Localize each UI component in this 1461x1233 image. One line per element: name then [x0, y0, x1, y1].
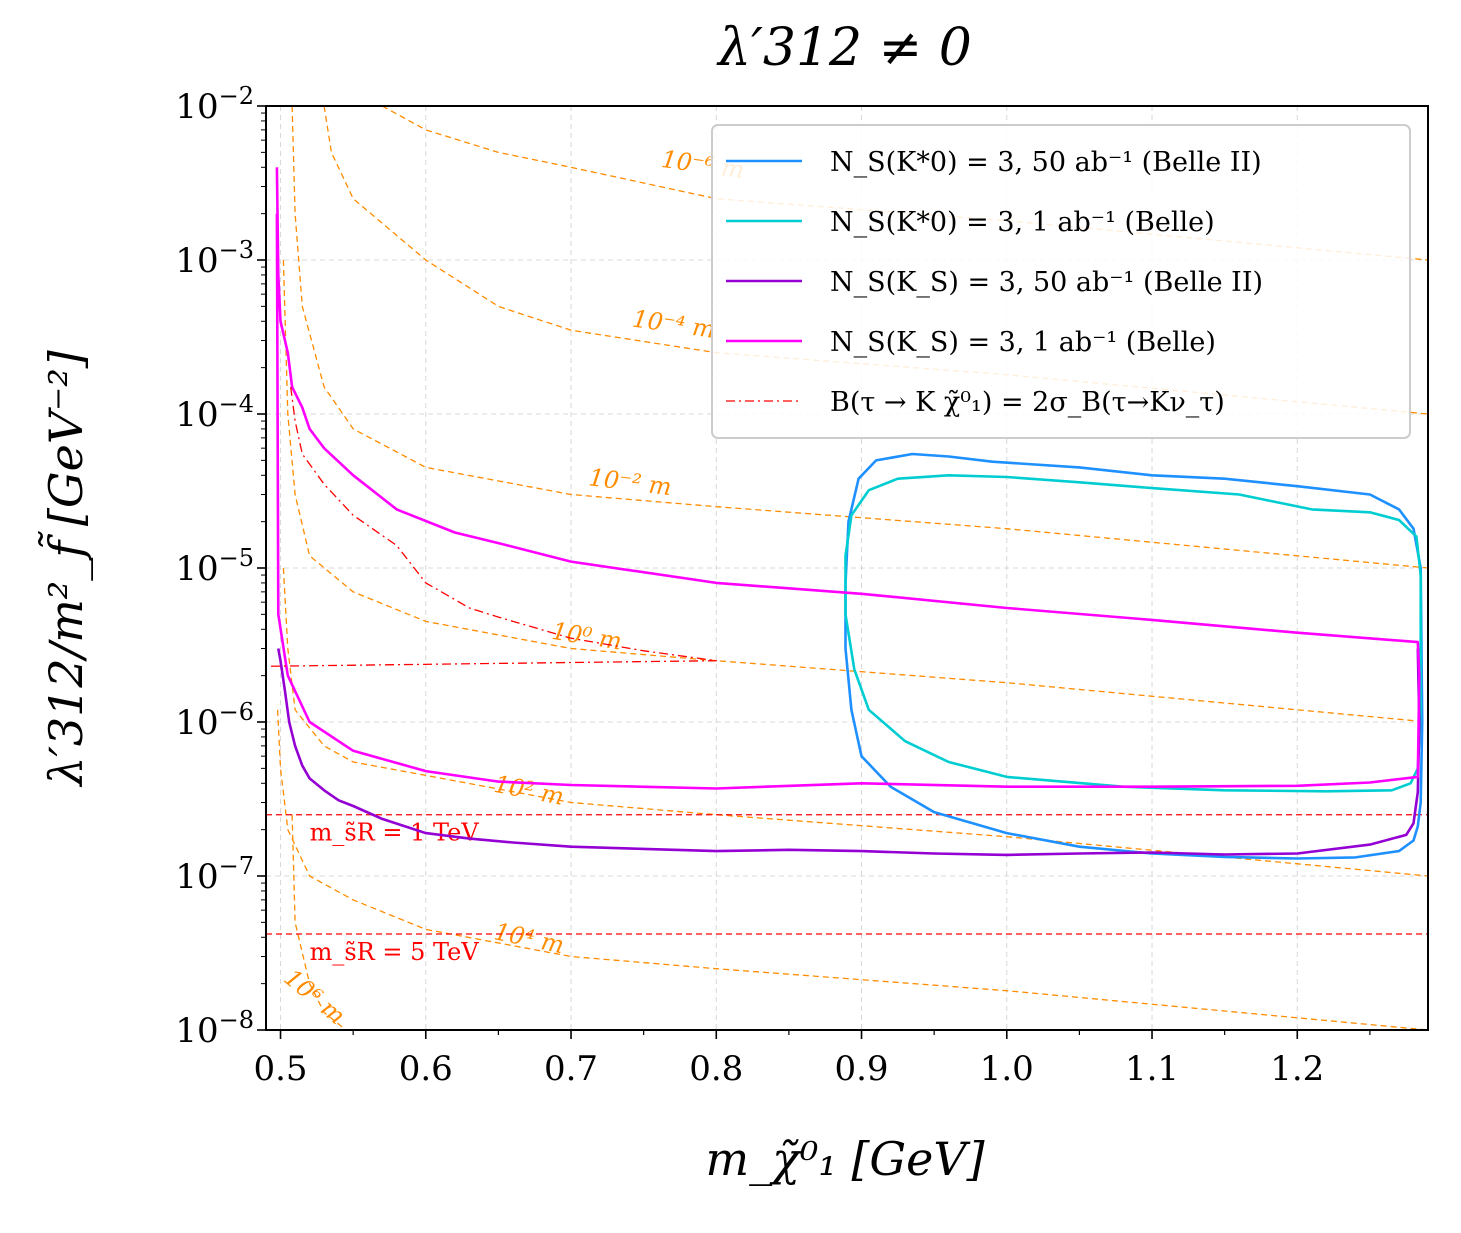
axes: 0.5 0.6 0.7 0.8 0.9 1.0 1.1 1.2 10−8 10−7 10−6 10−5…	[175, 82, 1429, 1089]
y-tick-label: 10−6	[175, 698, 254, 743]
legend-label: N_S(K*0) = 3, 50 ab⁻¹ (Belle II)	[830, 147, 1262, 178]
decay-contour-line	[282, 259, 1428, 723]
x-tick-label: 0.9	[834, 1049, 888, 1089]
decay-contour-line	[282, 567, 1428, 877]
legend-label: N_S(K_S) = 3, 50 ab⁻¹ (Belle II)	[830, 267, 1263, 298]
y-tick-label: 10−7	[175, 852, 254, 897]
x-axis-label: m_χ̃⁰₁ [GeV]	[705, 1132, 984, 1186]
legend-label: B(τ → K χ̃⁰₁) = 2σ_B(τ→Kν_τ)	[830, 387, 1225, 418]
decay-contour-line	[291, 814, 347, 1030]
mass-line-label: m_s̃R = 5 TeV	[310, 938, 480, 966]
series-line	[844, 474, 1422, 793]
y-tick-label: 10−8	[175, 1006, 254, 1051]
series-line	[266, 386, 717, 667]
x-tick-label: 1.1	[1125, 1049, 1179, 1089]
y-tick-label: 10−3	[175, 236, 254, 281]
decay-contour-line	[323, 106, 1428, 415]
legend-box	[711, 124, 1411, 439]
x-tick-label: 1.0	[980, 1049, 1034, 1089]
series-line	[275, 167, 1421, 790]
y-tick-label: 10−5	[175, 544, 254, 589]
x-tick-label: 0.5	[253, 1049, 307, 1089]
legend-label: N_S(K*0) = 3, 1 ab⁻¹ (Belle)	[830, 207, 1215, 238]
series-line	[844, 452, 1424, 860]
y-tick-label: 10−4	[175, 390, 254, 435]
x-tick-label: 0.8	[689, 1049, 743, 1089]
y-axis-label: λ′312/m²_f̃ [GeV⁻²]	[37, 350, 93, 787]
series-lines	[266, 167, 1424, 860]
decay-contour-line	[276, 709, 1428, 1030]
x-tick-label: 0.6	[399, 1049, 453, 1089]
x-tick-label: 0.7	[544, 1049, 598, 1089]
legend: N_S(K*0) = 3, 50 ab⁻¹ (Belle II) N_S(K*0)…	[711, 124, 1411, 439]
x-tick-label: 1.2	[1270, 1049, 1324, 1089]
series-line	[277, 648, 1421, 857]
chart-title: λ′312 ≠ 0	[716, 18, 972, 78]
legend-label: N_S(K_S) = 3, 1 ab⁻¹ (Belle)	[830, 327, 1216, 358]
y-tick-label: 10−2	[175, 82, 254, 127]
